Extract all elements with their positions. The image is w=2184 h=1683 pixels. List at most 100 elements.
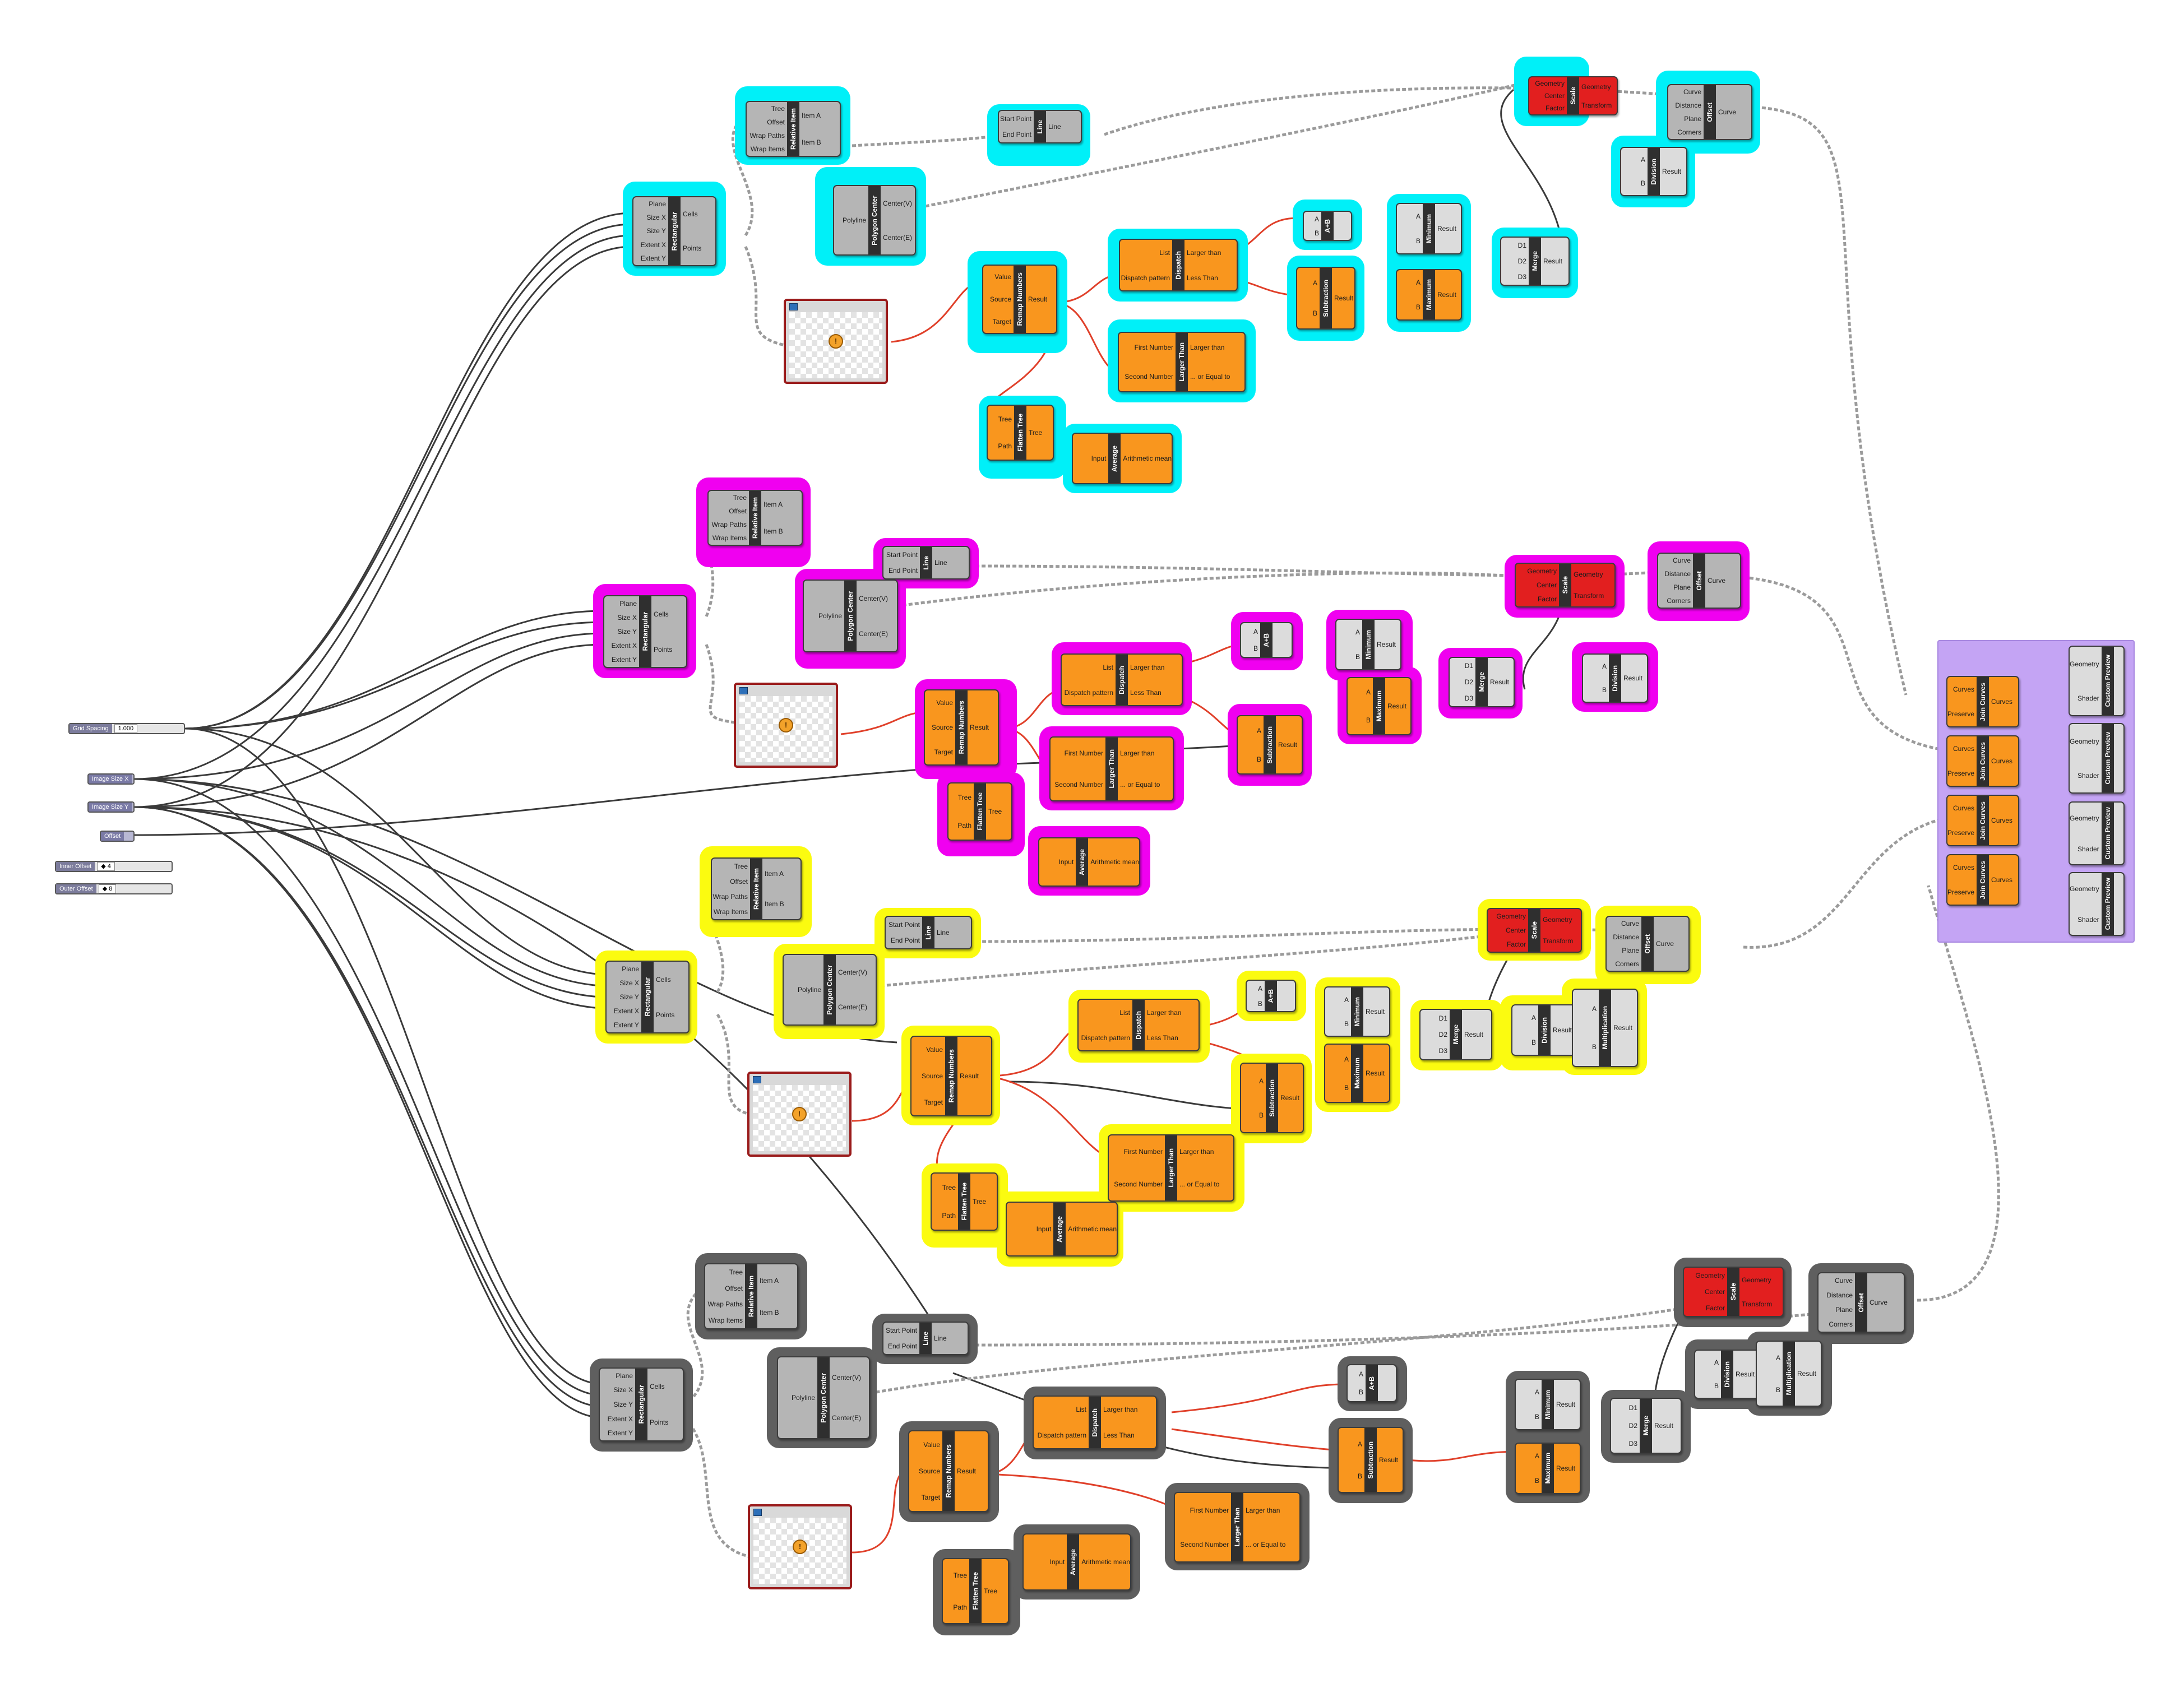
input-label[interactable]: Size X <box>619 979 639 987</box>
input-label[interactable]: B <box>1602 686 1607 694</box>
input-ports[interactable]: Input <box>1073 434 1108 483</box>
input-label[interactable]: D2 <box>1464 678 1473 686</box>
relative-item-component[interactable]: Tree Offset Wrap Paths Wrap Items Relative I… <box>704 1263 798 1329</box>
input-ports[interactable]: Plane Size X Size Y Extent X Extent Y <box>633 197 668 265</box>
output-label[interactable]: Cells <box>650 1383 665 1390</box>
scale-component[interactable]: Geometry Center Factor Scale Geometry Transfo… <box>1683 1267 1784 1317</box>
slider-value[interactable]: ◆ 8 <box>98 884 117 893</box>
input-label[interactable]: Offset <box>729 507 747 515</box>
output-ports[interactable] <box>1277 981 1295 1011</box>
output-label[interactable]: Curves <box>1991 876 2013 884</box>
input-label[interactable]: Center <box>1544 92 1565 100</box>
output-label[interactable]: Result <box>1613 1024 1633 1032</box>
input-label[interactable]: B <box>1415 303 1420 311</box>
input-label[interactable]: Value <box>994 273 1011 281</box>
output-ports[interactable]: Center(V) Center(E) <box>836 955 876 1024</box>
input-label[interactable]: Polyline <box>818 612 842 620</box>
input-label[interactable]: B <box>1357 1472 1362 1480</box>
input-label[interactable]: B <box>1258 1111 1264 1119</box>
output-label[interactable]: Result <box>957 1467 977 1475</box>
input-ports[interactable]: First Number Second Number <box>1119 333 1176 391</box>
input-label[interactable]: Geometry <box>1496 912 1526 920</box>
larger-than-comp-component[interactable]: First Number Second Number Larger Than Larg… <box>1174 1492 1301 1563</box>
input-label[interactable]: Distance <box>1675 101 1701 109</box>
output-label[interactable]: Arithmetic mean <box>1123 455 1172 462</box>
output-label[interactable]: Curve <box>1718 108 1737 116</box>
output-label[interactable]: ... or Equal to <box>1190 373 1230 381</box>
input-label[interactable]: Target <box>992 318 1011 326</box>
input-label[interactable]: B <box>1256 755 1261 763</box>
output-label[interactable]: Curve <box>1870 1299 1888 1306</box>
input-label[interactable]: Plane <box>1684 115 1701 123</box>
input-label[interactable]: B <box>1366 716 1371 724</box>
subtraction-component[interactable]: A B Subtraction Result <box>1296 267 1355 330</box>
output-ports[interactable]: Larger than Less Than <box>1101 1397 1156 1448</box>
input-label[interactable]: A <box>1357 1440 1362 1448</box>
output-ports[interactable]: Arithmetic mean <box>1088 838 1139 885</box>
output-ports[interactable]: Curve <box>1705 554 1740 608</box>
scale-component[interactable]: Geometry Center Factor Scale Geometry Transfo… <box>1487 908 1582 953</box>
input-label[interactable]: Wrap Items <box>708 1316 743 1324</box>
input-label[interactable]: B <box>1415 237 1420 245</box>
input-ports[interactable]: Curves Preserve <box>1947 855 1977 905</box>
input-ports[interactable]: Value Source Target <box>911 1037 945 1115</box>
output-ports[interactable]: Curves <box>1989 677 2018 726</box>
input-ports[interactable]: D1 D2 D3 <box>1420 1010 1450 1059</box>
input-label[interactable]: Tree <box>998 415 1012 423</box>
output-label[interactable]: Points <box>656 1010 675 1019</box>
input-label[interactable]: Plane <box>1835 1306 1853 1314</box>
output-label[interactable]: Transform <box>1581 101 1612 109</box>
input-label[interactable]: Geometry <box>2070 814 2099 822</box>
input-ports[interactable]: Geometry Center Factor <box>1684 1268 1727 1316</box>
a-plus-b-component[interactable]: A B A+B <box>1347 1364 1397 1402</box>
input-label[interactable]: A <box>1256 726 1261 735</box>
input-label[interactable]: A <box>1358 1370 1363 1378</box>
input-label[interactable]: Extent X <box>611 642 637 650</box>
input-label[interactable]: Target <box>934 748 953 756</box>
output-label[interactable]: Result <box>1366 1069 1385 1077</box>
output-ports[interactable]: Line <box>932 547 969 578</box>
output-ports[interactable]: Geometry Transform <box>1571 564 1614 606</box>
input-ports[interactable]: Geometry Center Factor <box>1488 909 1528 952</box>
output-label[interactable]: Item A <box>802 112 821 119</box>
output-label[interactable]: Result <box>970 724 989 731</box>
input-label[interactable]: Tree <box>942 1184 956 1191</box>
input-label[interactable]: Source <box>918 1467 940 1475</box>
output-ports[interactable]: Result <box>1377 1428 1403 1492</box>
input-label[interactable]: B <box>1531 1038 1536 1046</box>
minimum-component[interactable]: A B Minimum Result <box>1396 203 1462 254</box>
input-label[interactable]: Target <box>921 1494 940 1502</box>
output-ports[interactable] <box>1378 1365 1396 1401</box>
input-label[interactable]: Geometry <box>2070 884 2099 893</box>
output-ports[interactable] <box>2114 724 2123 792</box>
input-label[interactable]: Input <box>1058 858 1074 866</box>
output-label[interactable]: Result <box>1623 674 1643 682</box>
image-sampler-panel[interactable]: ! <box>784 299 888 384</box>
flatten-tree-component[interactable]: Tree Path Flatten Tree Tree <box>987 405 1054 461</box>
input-label[interactable]: First Number <box>1190 1506 1229 1514</box>
offset-comp-component[interactable]: Curve Distance Plane Corners Offset Curve <box>1817 1272 1905 1333</box>
input-label[interactable]: Curves <box>1953 864 1975 871</box>
input-label[interactable]: Factor <box>1705 1304 1725 1312</box>
output-ports[interactable]: Cells Points <box>681 197 715 265</box>
input-label[interactable]: Distance <box>1826 1291 1853 1299</box>
output-label[interactable]: Center(V) <box>838 968 868 976</box>
input-label[interactable]: End Point <box>1002 131 1031 138</box>
input-ports[interactable]: Tree Offset Wrap Paths Wrap Items <box>747 102 787 156</box>
input-label[interactable]: A <box>1344 995 1349 1004</box>
output-label[interactable]: Larger than <box>1187 248 1221 257</box>
input-ports[interactable]: Curves Preserve <box>1947 736 1977 786</box>
input-label[interactable]: Preserve <box>1947 888 1975 896</box>
input-label[interactable]: Size Y <box>613 1400 633 1408</box>
output-label[interactable]: Result <box>1437 291 1457 299</box>
maximum-component[interactable]: A B Maximum Result <box>1515 1443 1581 1494</box>
input-label[interactable]: Wrap Items <box>713 907 748 916</box>
merge-component[interactable]: D1 D2 D3 Merge Result <box>1500 237 1570 286</box>
dispatch-component[interactable]: List Dispatch pattern Dispatch Larger than L… <box>1119 239 1238 291</box>
input-ports[interactable]: Plane Size X Size Y Extent X Extent Y <box>600 1369 635 1440</box>
input-label[interactable]: List <box>1159 248 1170 257</box>
